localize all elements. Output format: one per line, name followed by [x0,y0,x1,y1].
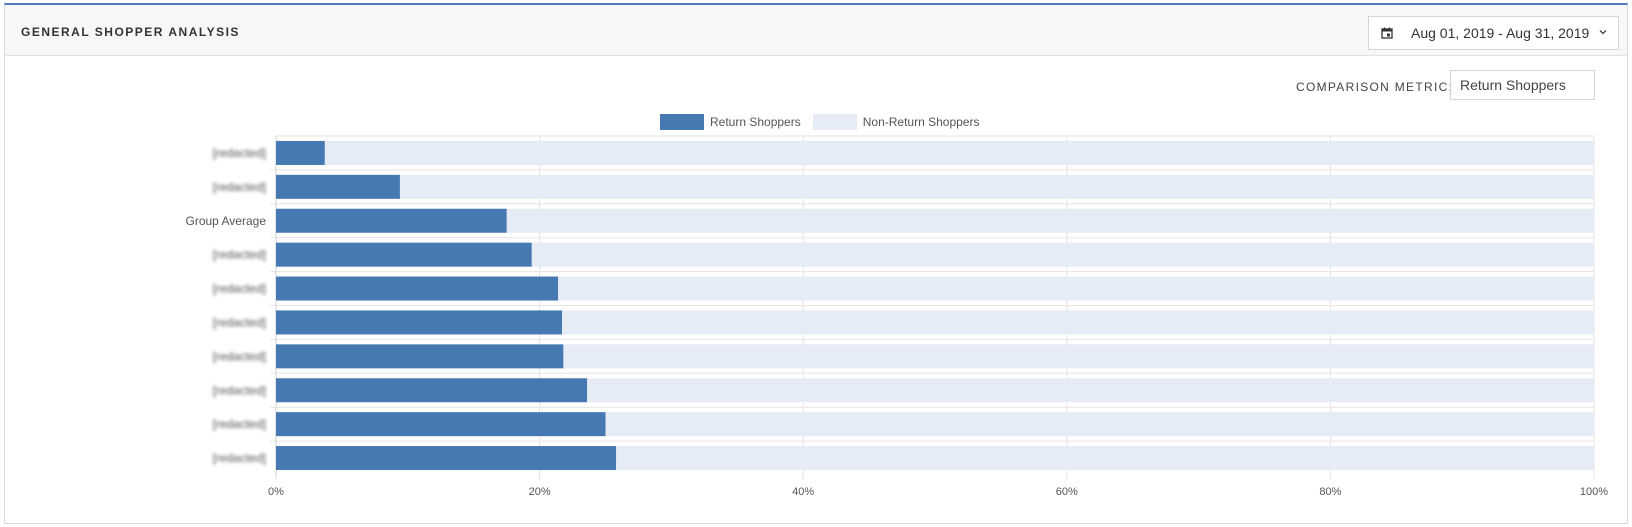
comparison-metric-label: COMPARISON METRIC: [1296,80,1454,94]
y-category-label: [redacted] [213,146,266,160]
bar-non-return [399,174,1595,199]
bar-return [276,140,325,165]
legend-item-return[interactable]: Return Shoppers [660,114,801,130]
date-range-text: Aug 01, 2019 - Aug 31, 2019 [1411,25,1590,41]
bar-non-return [506,208,1594,233]
bar-return [276,412,606,437]
chevron-down-icon [1599,30,1607,35]
bar-return [276,208,507,233]
bar-return [276,378,588,403]
bar-non-return [605,412,1594,437]
x-tick-label: 60% [1056,486,1078,498]
calendar-icon [1381,27,1393,39]
chart-legend: Return Shoppers Non-Return Shoppers [660,114,991,130]
panel-header: GENERAL SHOPPER ANALYSIS Aug 01, 2019 - … [5,5,1627,56]
legend-label-return: Return Shoppers [710,115,801,129]
y-category-label: Group Average [185,214,266,228]
legend-item-non-return[interactable]: Non-Return Shoppers [812,114,980,130]
x-tick-label: 100% [1580,486,1608,498]
x-tick-label: 80% [1319,486,1341,498]
y-category-label: [redacted] [213,315,266,329]
legend-swatch-return [660,114,704,130]
bar-return [276,310,563,335]
y-category-label: [redacted] [213,451,266,465]
legend-label-non-return: Non-Return Shoppers [862,115,980,129]
bar-non-return [563,344,1594,369]
comparison-metric-select[interactable]: Return Shoppers [1450,70,1595,100]
bar-return [276,276,559,301]
bar-return [276,174,400,199]
bar-return [276,446,617,471]
bar-return [276,242,532,267]
bar-non-return [558,276,1594,301]
bar-return [276,344,564,369]
x-tick-label: 20% [529,486,551,498]
legend-swatch-non-return [812,114,857,130]
x-tick-label: 0% [268,486,284,498]
y-category-label: [redacted] [213,282,266,296]
bar-non-return [531,242,1594,267]
bar-non-return [587,378,1594,403]
y-category-label: [redacted] [213,417,266,431]
bar-non-return [324,140,1594,165]
y-category-label: [redacted] [213,383,266,397]
date-range-picker[interactable]: Aug 01, 2019 - Aug 31, 2019 [1368,16,1619,50]
y-category-label: [redacted] [213,248,266,262]
bar-non-return [616,446,1594,471]
x-tick-label: 40% [792,486,814,498]
y-category-label: [redacted] [213,349,266,363]
y-category-label: [redacted] [213,180,266,194]
panel-title: GENERAL SHOPPER ANALYSIS [21,25,240,39]
bar-non-return [562,310,1594,335]
